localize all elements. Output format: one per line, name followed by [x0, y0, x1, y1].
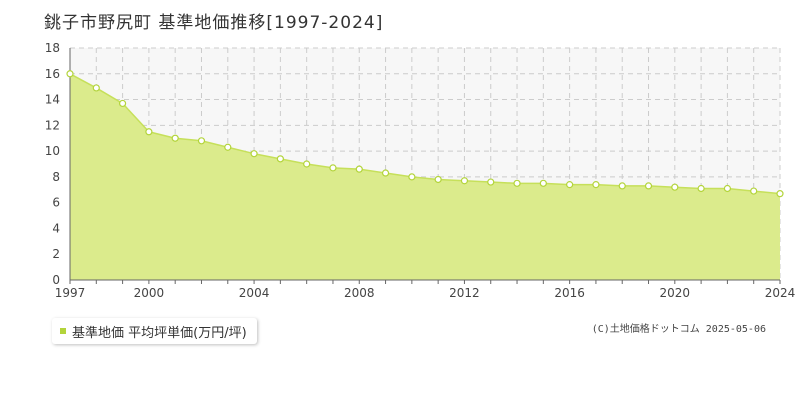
data-point — [697, 184, 705, 193]
data-point — [671, 183, 679, 191]
x-tick-label: 1997 — [55, 286, 86, 300]
data-point — [513, 179, 521, 187]
y-tick-label: 14 — [45, 93, 60, 107]
data-point — [566, 181, 574, 189]
data-point — [592, 181, 600, 189]
data-point — [644, 182, 653, 190]
data-point — [171, 134, 179, 142]
y-tick-label: 16 — [45, 67, 60, 81]
y-tick-label: 18 — [45, 41, 60, 55]
x-tick-label: 2016 — [554, 286, 585, 300]
legend: 基準地価 平均坪単価(万円/坪) — [52, 318, 257, 344]
legend-label: 基準地価 平均坪単価(万円/坪) — [72, 325, 247, 341]
data-point — [460, 177, 469, 185]
x-tick-label: 2008 — [344, 286, 375, 300]
data-point — [381, 169, 390, 177]
x-tick-label: 2020 — [660, 286, 691, 300]
data-point — [145, 128, 153, 136]
data-point — [224, 143, 232, 151]
data-point — [276, 155, 284, 163]
x-tick-label: 2024 — [765, 286, 796, 300]
data-point — [250, 150, 258, 158]
credit-text: (C)土地価格ドットコム 2025-05-06 — [591, 324, 766, 335]
data-point — [408, 173, 416, 181]
data-point — [434, 175, 442, 184]
data-point — [303, 160, 311, 168]
chart-title: 銚子市野尻町 基準地価推移[1997-2024] — [44, 13, 384, 33]
data-point — [750, 187, 758, 195]
x-tick-label: 2000 — [134, 286, 165, 300]
data-point — [92, 84, 100, 92]
data-point — [618, 182, 626, 190]
x-tick-label: 2004 — [239, 286, 270, 300]
y-tick-label: 10 — [45, 144, 60, 158]
y-tick-label: 12 — [45, 118, 60, 132]
y-tick-label: 6 — [52, 196, 60, 210]
x-tick-label: 2012 — [449, 286, 480, 300]
data-point — [66, 70, 74, 78]
y-tick-label: 8 — [52, 170, 60, 184]
data-point — [487, 178, 495, 186]
series-area — [70, 73, 780, 281]
y-tick-label: 0 — [52, 273, 60, 287]
data-point — [355, 165, 363, 173]
data-point — [329, 164, 337, 172]
data-point — [723, 184, 732, 193]
legend-swatch — [60, 328, 66, 334]
data-point — [118, 99, 127, 108]
data-point — [776, 190, 784, 198]
data-point — [197, 137, 206, 145]
data-point — [539, 179, 547, 187]
y-tick-label: 4 — [52, 221, 60, 235]
series-line — [69, 73, 781, 195]
y-tick-label: 2 — [52, 247, 60, 261]
